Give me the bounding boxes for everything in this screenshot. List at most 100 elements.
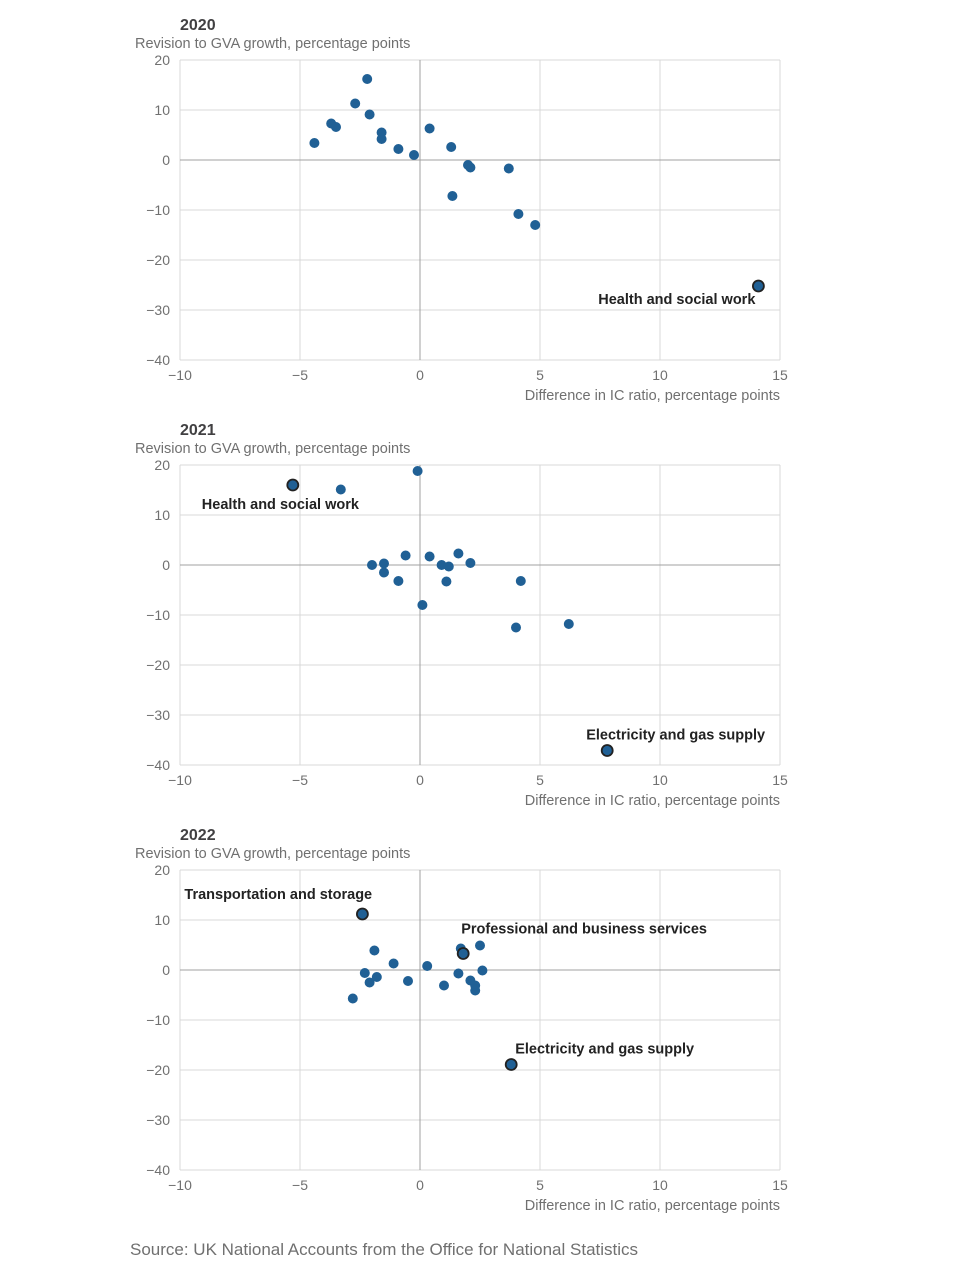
highlighted-point: [355, 907, 369, 921]
highlighted-point: [286, 478, 300, 492]
data-point: [443, 561, 454, 572]
point-annotation: Transportation and storage: [184, 887, 372, 903]
y-tick-label: −10: [146, 1012, 170, 1028]
y-tick-label: −20: [146, 657, 170, 673]
y-tick-label: −40: [146, 757, 170, 773]
data-point: [347, 993, 358, 1004]
data-point: [379, 567, 389, 578]
point-annotation: Professional and business services: [461, 922, 707, 938]
source-note: Source: UK National Accounts from the Of…: [130, 1240, 639, 1259]
data-point: [412, 466, 423, 476]
y-tick-label: 0: [162, 557, 170, 573]
data-point: [513, 209, 524, 219]
point-annotation: Electricity and gas supply: [515, 1042, 694, 1058]
data-point: [475, 940, 485, 951]
x-tick-label: 10: [652, 367, 668, 383]
y-tick-label: −10: [146, 607, 170, 623]
x-tick-label: 15: [772, 1177, 788, 1193]
point-annotation: Health and social work: [202, 497, 360, 513]
data-point: [376, 134, 387, 144]
y-axis-label: Revision to GVA growth, percentage point…: [135, 846, 410, 862]
data-point: [477, 965, 488, 976]
data-point: [388, 958, 399, 969]
x-tick-label: 5: [536, 772, 544, 788]
chart-title: 2022: [180, 827, 216, 844]
y-tick-label: 10: [154, 507, 170, 523]
data-point: [470, 980, 481, 991]
x-tick-label: −5: [292, 1177, 308, 1193]
data-point: [511, 622, 521, 633]
data-point: [369, 945, 380, 956]
data-point: [350, 98, 361, 109]
y-tick-label: 10: [154, 102, 170, 118]
data-point: [393, 576, 404, 586]
chart-title: 2021: [180, 422, 216, 439]
data-point: [409, 150, 419, 160]
data-point: [403, 976, 413, 986]
data-point: [331, 122, 341, 132]
y-tick-label: −30: [146, 1112, 170, 1128]
y-tick-label: 20: [154, 52, 170, 68]
data-point: [453, 548, 464, 559]
data-point: [465, 162, 476, 173]
point-annotation: Electricity and gas supply: [586, 728, 765, 744]
highlighted-point: [752, 279, 765, 293]
y-tick-label: −20: [146, 252, 170, 268]
data-point: [424, 123, 435, 134]
x-tick-label: −10: [168, 367, 192, 383]
x-tick-label: 0: [416, 772, 424, 788]
highlighted-point: [456, 947, 470, 960]
x-tick-label: −10: [168, 1177, 192, 1193]
data-point: [439, 980, 449, 991]
x-tick-label: 5: [536, 1177, 544, 1193]
x-axis-label: Difference in IC ratio, percentage point…: [525, 793, 780, 809]
data-point: [393, 144, 404, 154]
data-point: [441, 576, 452, 587]
data-point: [359, 968, 370, 978]
x-tick-label: 15: [772, 772, 788, 788]
y-tick-label: −20: [146, 1062, 170, 1078]
y-axis-label: Revision to GVA growth, percentage point…: [135, 441, 410, 457]
x-axis-label: Difference in IC ratio, percentage point…: [525, 388, 780, 404]
x-tick-label: 0: [416, 1177, 424, 1193]
y-tick-label: 0: [162, 962, 170, 978]
x-tick-label: −5: [292, 772, 308, 788]
x-tick-label: 10: [652, 772, 668, 788]
data-point: [563, 619, 574, 629]
x-axis-label: Difference in IC ratio, percentage point…: [525, 1198, 780, 1214]
data-point: [362, 74, 373, 84]
y-tick-label: −40: [146, 1162, 170, 1178]
data-point: [465, 558, 476, 568]
point-annotation: Health and social work: [598, 292, 756, 308]
y-tick-label: 20: [154, 862, 170, 878]
data-point: [367, 560, 377, 570]
data-point: [446, 142, 457, 152]
highlighted-point: [600, 744, 614, 757]
highlighted-point: [504, 1058, 518, 1071]
chart-title: 2020: [180, 17, 216, 34]
data-point: [515, 576, 526, 586]
y-tick-label: −10: [146, 202, 170, 218]
x-tick-label: 10: [652, 1177, 668, 1193]
y-tick-label: 0: [162, 152, 170, 168]
x-tick-label: 5: [536, 367, 544, 383]
data-point: [417, 600, 428, 610]
data-point: [364, 109, 375, 120]
data-point: [422, 961, 433, 971]
data-point: [503, 163, 514, 174]
x-tick-label: −5: [292, 367, 308, 383]
data-point: [424, 551, 435, 562]
y-tick-label: 10: [154, 912, 170, 928]
x-tick-label: 0: [416, 367, 424, 383]
x-tick-label: 15: [772, 367, 788, 383]
data-point: [379, 558, 389, 569]
data-point: [335, 484, 346, 495]
y-tick-label: −30: [146, 302, 170, 318]
data-point: [400, 550, 411, 561]
y-tick-label: −30: [146, 707, 170, 723]
data-point: [364, 977, 375, 988]
data-point: [309, 138, 320, 148]
data-point: [371, 972, 382, 982]
y-tick-label: 20: [154, 457, 170, 473]
